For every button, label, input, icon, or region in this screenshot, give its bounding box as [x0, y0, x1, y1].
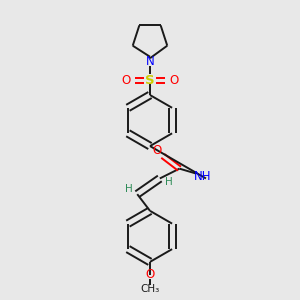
Text: NH: NH: [194, 170, 212, 183]
Text: H: H: [165, 177, 172, 188]
Text: O: O: [146, 268, 154, 281]
Text: O: O: [122, 74, 131, 87]
Text: CH₃: CH₃: [140, 284, 160, 294]
Text: S: S: [145, 74, 155, 87]
Text: O: O: [169, 74, 178, 87]
Text: H: H: [124, 184, 132, 194]
Text: O: O: [152, 145, 161, 158]
Text: N: N: [146, 55, 154, 68]
